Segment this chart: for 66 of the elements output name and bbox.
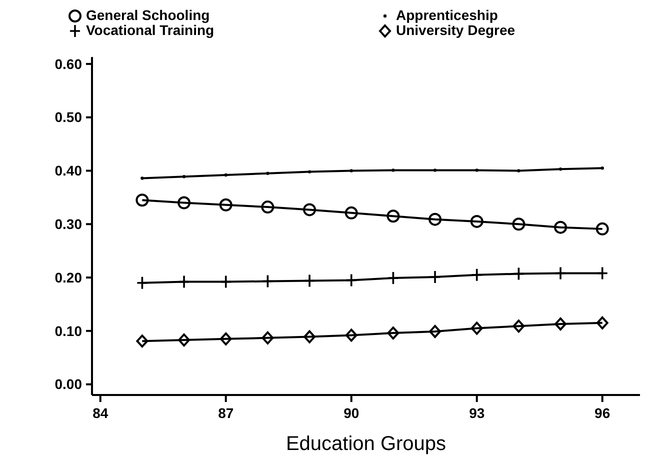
point [178,334,190,346]
point [429,270,441,284]
point [220,332,232,346]
y-tick-label: 0.30 [54,216,82,232]
point [392,168,395,172]
point [470,214,484,228]
legend-label: Apprenticeship [396,7,498,23]
legend-label: University Degree [396,22,516,38]
point [558,168,562,171]
y-tick-label: 0.00 [54,376,82,392]
point [387,326,400,340]
point [475,168,478,172]
point [344,206,358,220]
point [433,168,437,172]
point [517,169,520,172]
y-tick-label: 0.60 [54,56,82,72]
point [470,322,483,335]
y-tick-label: 0.20 [54,269,82,286]
point [136,194,149,207]
point [429,324,442,338]
line-series [140,166,604,180]
point [345,273,358,288]
y-tick-label: 0.40 [54,162,82,179]
x-axis-title: Education Groups [286,433,446,455]
point [554,266,566,280]
point [512,266,525,281]
point [178,274,190,289]
point [261,200,274,214]
point [266,172,270,176]
point [303,203,316,216]
point [386,210,400,223]
x-tick-label: 90 [344,405,360,421]
point [470,268,483,282]
x-tick-label: 93 [469,405,485,421]
point [219,198,232,212]
legend-label: Vocational Training [86,22,214,38]
point [262,274,274,288]
point [136,276,148,290]
point [350,169,353,172]
x-tick-label: 84 [92,405,108,421]
point [512,320,525,333]
point [596,266,608,280]
point [136,334,148,348]
point [304,330,316,344]
point [387,271,400,285]
y-tick-label: 0.50 [54,109,82,126]
point [596,316,608,330]
y-tick-label: 0.10 [54,322,82,339]
point [596,222,609,236]
x-tick-label: 96 [594,405,610,421]
point [600,166,604,170]
point [345,328,358,342]
point [178,196,191,210]
point [308,170,312,174]
x-tick-label: 87 [218,405,234,421]
point [428,212,442,226]
point [140,176,144,180]
point [554,220,568,234]
legend-label: General Schooling [86,7,210,23]
point [182,175,186,178]
point [512,218,526,231]
point [220,274,232,289]
point [224,173,228,177]
point [304,274,316,288]
point [262,331,274,344]
point [554,317,567,330]
